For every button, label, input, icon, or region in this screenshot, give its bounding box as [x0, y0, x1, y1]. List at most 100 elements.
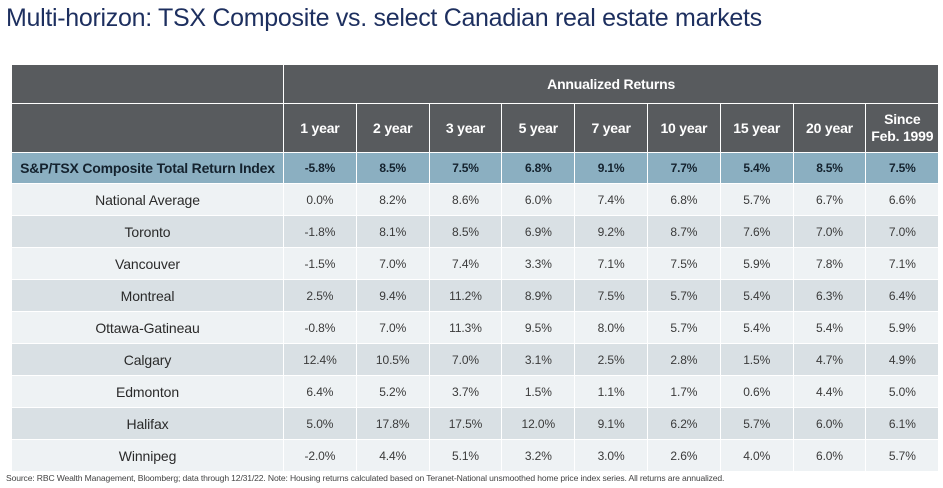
return-cell: 1.5%	[501, 375, 576, 408]
return-cell: 2.8%	[646, 343, 721, 376]
return-cell: 17.8%	[355, 407, 430, 440]
return-cell: 8.6%	[428, 183, 503, 216]
return-cell: 7.4%	[428, 247, 503, 280]
group-header-row: Annualized Returns	[11, 64, 940, 104]
return-cell: 1.1%	[574, 375, 648, 408]
return-cell: 1.7%	[646, 375, 721, 408]
return-cell: 4.7%	[792, 343, 867, 376]
return-cell: 4.4%	[355, 439, 430, 472]
return-cell: 1.5%	[719, 343, 794, 376]
corner-cell-lower	[11, 103, 284, 153]
table-row: Calgary 12.4% 10.5% 7.0% 3.1% 2.5% 2.8% 1.5% 4.7…	[11, 343, 940, 376]
return-cell: 7.8%	[792, 247, 867, 280]
return-cell: 3.2%	[501, 439, 576, 472]
return-cell: 2.6%	[646, 439, 721, 472]
return-cell: 9.1%	[574, 407, 648, 440]
index-return-cell: 8.5%	[792, 152, 867, 184]
return-cell: 7.0%	[355, 311, 430, 344]
period-header-label: 1 year	[300, 119, 340, 136]
return-cell: 6.9%	[501, 215, 576, 248]
return-cell: 10.5%	[355, 343, 430, 376]
return-cell: 4.0%	[719, 439, 794, 472]
return-cell: 7.5%	[574, 279, 648, 312]
market-name: Ottawa-Gatineau	[11, 311, 284, 344]
table-row: Halifax 5.0% 17.8% 17.5% 12.0% 9.1% 6.2% 5.7% 6.…	[11, 407, 940, 440]
period-header-label: 20 year	[806, 119, 853, 136]
return-cell: 5.7%	[646, 279, 721, 312]
returns-table: Annualized Returns 1 year 2 year 3 year 5 y…	[11, 64, 940, 472]
return-cell: 6.4%	[865, 279, 940, 312]
return-cell: 0.6%	[719, 375, 794, 408]
return-cell: 5.4%	[719, 279, 794, 312]
period-header: 15 year	[719, 103, 794, 153]
return-cell: 6.0%	[501, 183, 576, 216]
table-row: Vancouver -1.5% 7.0% 7.4% 3.3% 7.1% 7.5% 5.9% 7.…	[11, 247, 940, 280]
market-name: Winnipeg	[11, 439, 284, 472]
return-cell: 5.2%	[355, 375, 430, 408]
return-cell: 2.5%	[283, 279, 357, 312]
return-cell: 7.6%	[719, 215, 794, 248]
return-cell: 2.5%	[574, 343, 648, 376]
return-cell: 5.7%	[719, 407, 794, 440]
return-cell: 5.7%	[719, 183, 794, 216]
return-cell: 9.4%	[355, 279, 430, 312]
period-header: 7 year	[574, 103, 648, 153]
period-header: Since Feb. 1999	[865, 103, 940, 153]
return-cell: 7.0%	[865, 215, 940, 248]
return-cell: 7.5%	[646, 247, 721, 280]
page-title: Multi-horizon: TSX Composite vs. select …	[6, 4, 762, 32]
market-name: Montreal	[11, 279, 284, 312]
return-cell: -2.0%	[283, 439, 357, 472]
period-header: 20 year	[792, 103, 867, 153]
return-cell: 5.4%	[719, 311, 794, 344]
period-header-label: 7 year	[591, 119, 631, 136]
return-cell: 5.1%	[428, 439, 503, 472]
return-cell: 7.4%	[574, 183, 648, 216]
market-name: Halifax	[11, 407, 284, 440]
return-cell: 11.3%	[428, 311, 503, 344]
period-header-label: 5 year	[518, 119, 558, 136]
period-header-label: 2 year	[373, 119, 413, 136]
return-cell: 7.0%	[792, 215, 867, 248]
return-cell: 7.0%	[355, 247, 430, 280]
index-return-cell: 9.1%	[574, 152, 648, 184]
period-header-label: 10 year	[660, 119, 708, 136]
return-cell: 0.0%	[283, 183, 357, 216]
period-header-label: Feb. 1999	[871, 128, 934, 144]
return-cell: 6.8%	[646, 183, 721, 216]
period-header: 10 year	[646, 103, 721, 153]
return-cell: 7.1%	[574, 247, 648, 280]
return-cell: 7.1%	[865, 247, 940, 280]
table-row: Toronto -1.8% 8.1% 8.5% 6.9% 9.2% 8.7% 7.6% 7.0%…	[11, 215, 940, 248]
return-cell: 5.4%	[792, 311, 867, 344]
market-name: National Average	[11, 183, 284, 216]
source-footnote: Source: RBC Wealth Management, Bloomberg…	[6, 473, 725, 483]
return-cell: 6.7%	[792, 183, 867, 216]
table-row: National Average 0.0% 8.2% 8.6% 6.0% 7.4% 6.8%…	[11, 183, 940, 216]
return-cell: 6.1%	[865, 407, 940, 440]
return-cell: 7.0%	[428, 343, 503, 376]
market-name: Vancouver	[11, 247, 284, 280]
index-name: S&P/TSX Composite Total Return Index	[11, 152, 284, 184]
return-cell: 12.4%	[283, 343, 357, 376]
market-name: Calgary	[11, 343, 284, 376]
index-return-cell: 6.8%	[501, 152, 576, 184]
return-cell: 9.2%	[574, 215, 648, 248]
index-return-cell: 7.7%	[646, 152, 721, 184]
return-cell: 6.2%	[646, 407, 721, 440]
return-cell: 4.4%	[792, 375, 867, 408]
return-cell: 8.0%	[574, 311, 648, 344]
index-return-cell: -5.8%	[283, 152, 357, 184]
period-header: 2 year	[355, 103, 430, 153]
index-row: S&P/TSX Composite Total Return Index -5.…	[11, 152, 940, 184]
return-cell: 12.0%	[501, 407, 576, 440]
period-header: 5 year	[501, 103, 576, 153]
return-cell: 5.9%	[719, 247, 794, 280]
period-header: 1 year	[283, 103, 357, 153]
table-row: Montreal 2.5% 9.4% 11.2% 8.9% 7.5% 5.7% 5.4% 6.3…	[11, 279, 940, 312]
index-return-cell: 7.5%	[865, 152, 940, 184]
period-header-label: Since	[884, 111, 921, 127]
index-return-cell: 8.5%	[355, 152, 430, 184]
return-cell: 6.3%	[792, 279, 867, 312]
index-return-cell: 5.4%	[719, 152, 794, 184]
